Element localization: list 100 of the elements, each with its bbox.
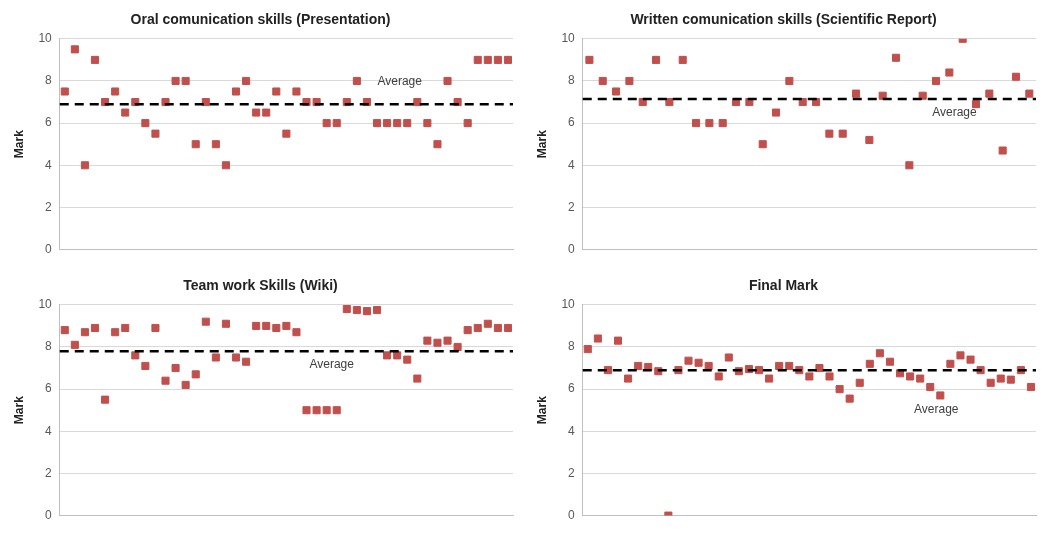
y-tick-label: 6 xyxy=(45,381,53,396)
point xyxy=(936,391,945,400)
point xyxy=(141,119,150,128)
point xyxy=(946,359,955,368)
point xyxy=(503,55,512,64)
point xyxy=(463,119,472,128)
point xyxy=(131,351,140,360)
point xyxy=(221,161,230,170)
point xyxy=(403,355,412,364)
point xyxy=(852,89,861,98)
point xyxy=(443,76,452,85)
y-tick-label: 4 xyxy=(568,423,576,438)
point xyxy=(393,119,402,128)
point xyxy=(121,108,130,117)
point xyxy=(171,76,180,85)
y-tick-label: 10 xyxy=(561,31,576,46)
point xyxy=(1006,375,1015,384)
point xyxy=(181,76,190,85)
y-tick-label: 4 xyxy=(568,157,576,172)
y-tick-label: 6 xyxy=(568,115,576,130)
point xyxy=(211,140,220,149)
point xyxy=(191,370,200,379)
chart-title: Team work Skills (Wiki) xyxy=(183,277,338,294)
point xyxy=(905,161,914,170)
point xyxy=(383,351,392,360)
point xyxy=(916,374,925,383)
point xyxy=(865,359,874,368)
point xyxy=(231,353,241,362)
point xyxy=(393,351,402,360)
point xyxy=(613,336,623,345)
point xyxy=(684,356,693,365)
point xyxy=(423,336,432,345)
point xyxy=(855,378,864,387)
point xyxy=(875,349,884,358)
y-tick-label: 8 xyxy=(568,73,576,88)
point xyxy=(885,357,894,366)
y-axis-title: Mark xyxy=(534,395,549,425)
point xyxy=(583,345,592,354)
point xyxy=(825,372,834,381)
point xyxy=(332,406,341,415)
y-tick-label: 2 xyxy=(45,199,53,214)
point xyxy=(322,406,331,415)
point xyxy=(262,108,271,117)
y-tick-label: 6 xyxy=(45,115,53,130)
point xyxy=(483,55,492,64)
ref-line-label: Average xyxy=(309,357,355,372)
point xyxy=(101,395,110,404)
y-tick-label: 4 xyxy=(45,157,53,172)
y-tick-label: 10 xyxy=(38,31,53,46)
point xyxy=(838,129,847,138)
point xyxy=(692,119,701,128)
point xyxy=(593,334,602,343)
chart-title: Written comunication skills (Scientific Report) xyxy=(630,11,937,28)
point xyxy=(798,98,807,107)
point xyxy=(352,306,361,315)
point xyxy=(754,366,764,375)
point xyxy=(191,140,200,149)
point xyxy=(201,317,210,326)
point xyxy=(1026,382,1035,392)
point xyxy=(926,382,935,392)
point xyxy=(705,119,714,128)
point xyxy=(70,45,79,54)
point xyxy=(151,323,160,333)
point xyxy=(282,321,291,330)
point xyxy=(90,55,100,64)
point xyxy=(625,76,634,85)
ref-line-label: Average xyxy=(932,105,977,120)
point xyxy=(322,119,331,128)
point xyxy=(603,366,612,375)
point xyxy=(211,353,220,362)
point xyxy=(718,119,727,128)
ref-line-label: Average xyxy=(377,74,423,89)
point xyxy=(60,326,69,335)
chart-title: Oral comunication skills (Presentation) xyxy=(130,11,391,28)
point xyxy=(262,321,271,330)
point xyxy=(242,76,251,85)
point xyxy=(403,119,412,128)
point xyxy=(493,55,502,64)
y-tick-label: 10 xyxy=(38,297,53,312)
point xyxy=(1011,72,1021,81)
point xyxy=(835,385,844,394)
y-tick-label: 2 xyxy=(568,465,576,480)
y-tick-label: 2 xyxy=(568,199,576,214)
point xyxy=(906,372,915,381)
point xyxy=(634,361,643,370)
point xyxy=(272,87,281,96)
point xyxy=(998,146,1007,155)
point xyxy=(865,135,874,145)
point xyxy=(775,361,784,370)
y-axis-title: Mark xyxy=(11,395,26,425)
point xyxy=(598,76,607,85)
point xyxy=(252,108,261,117)
point xyxy=(302,406,311,415)
point xyxy=(362,307,371,316)
point xyxy=(80,161,89,170)
point xyxy=(433,140,442,149)
point xyxy=(413,374,422,383)
point xyxy=(503,323,512,333)
point xyxy=(433,338,442,347)
point xyxy=(161,376,170,385)
